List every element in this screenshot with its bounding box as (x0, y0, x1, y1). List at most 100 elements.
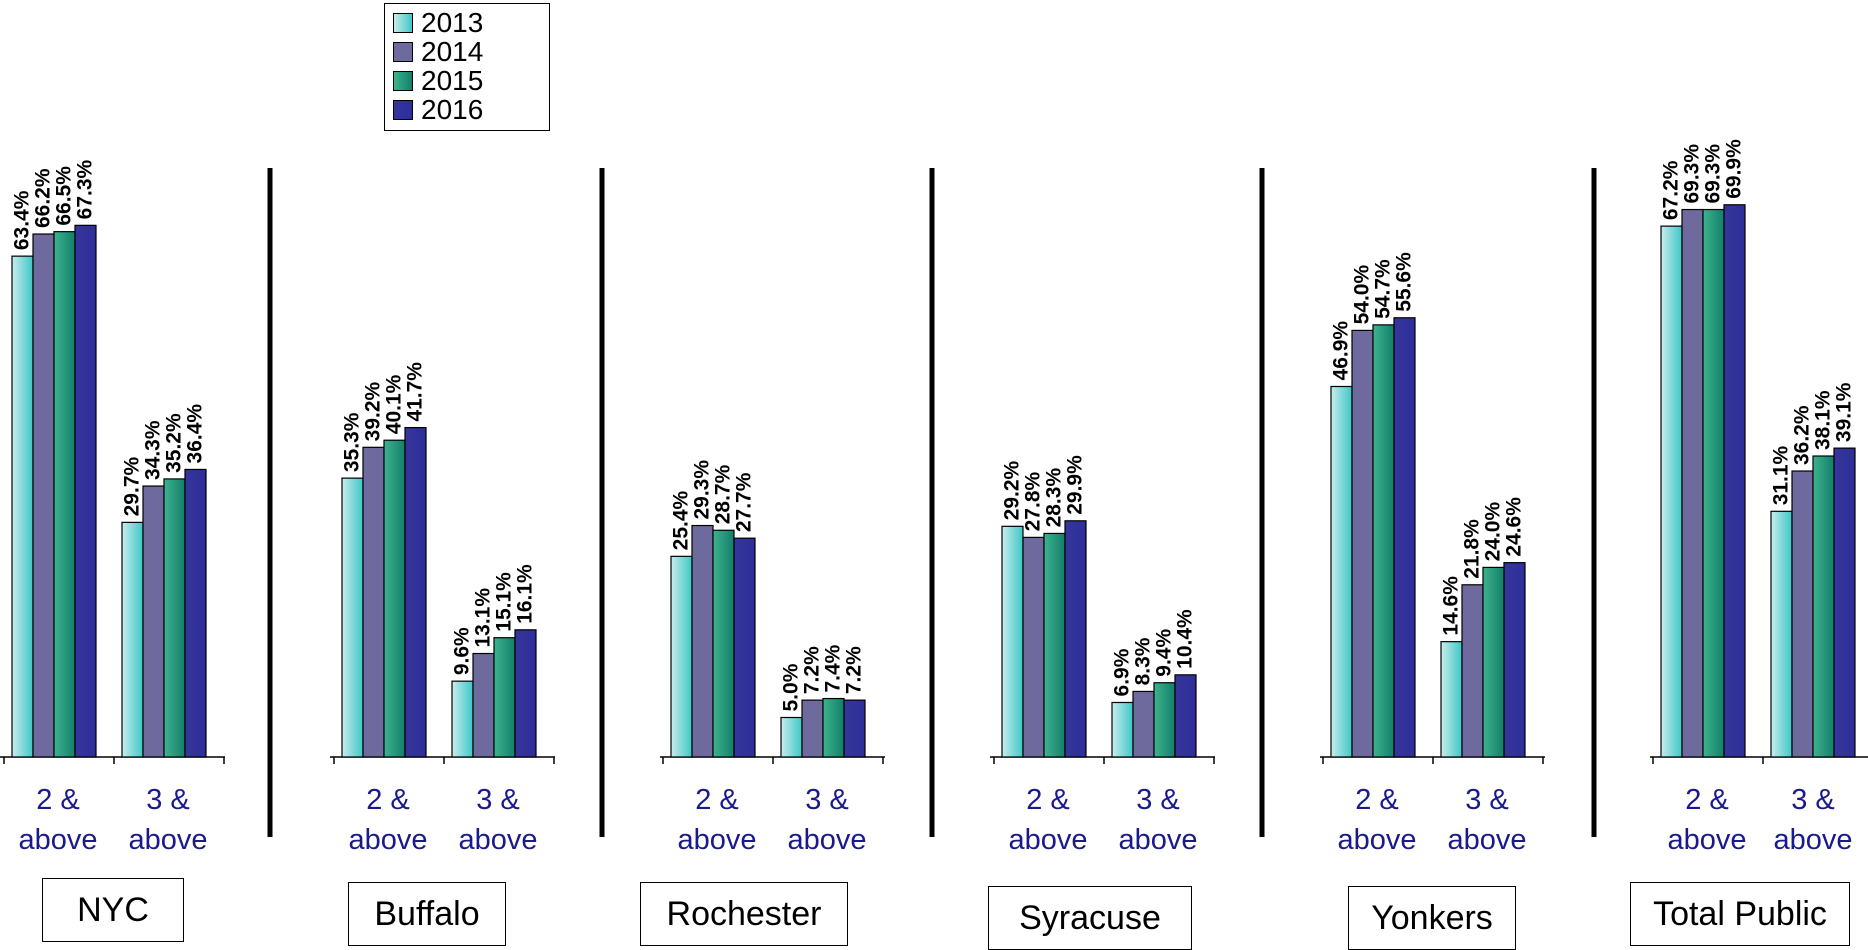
value-label: 35.2% (163, 413, 186, 473)
bar-2015 (493, 637, 516, 758)
value-label: 66.5% (53, 166, 76, 226)
bar-2016 (184, 468, 207, 758)
value-label: 69.3% (1702, 144, 1725, 204)
bar-2015 (1482, 566, 1505, 758)
category-label: 2 & above (1667, 784, 1747, 856)
value-label: 38.1% (1812, 390, 1835, 450)
bar-2016 (1174, 674, 1197, 758)
legend-swatch-2015 (393, 71, 413, 91)
bar-2013 (1440, 641, 1463, 758)
value-label: 7.2% (801, 646, 824, 694)
bar-2015 (1153, 682, 1176, 758)
bar-2016 (1503, 562, 1526, 758)
bar-2016 (1393, 317, 1416, 758)
bar-2014 (1132, 690, 1155, 758)
group-label-rochester: Rochester (640, 882, 848, 946)
bar-2014 (1461, 584, 1484, 758)
value-label: 55.6% (1393, 252, 1416, 312)
value-label: 54.7% (1372, 259, 1395, 319)
legend-label-2013: 2013 (421, 7, 484, 38)
value-label: 9.6% (451, 627, 474, 675)
value-label: 54.0% (1351, 265, 1374, 325)
bar-2014 (1022, 536, 1045, 758)
value-label: 29.2% (1001, 460, 1024, 520)
bar-2016 (1833, 447, 1856, 758)
bar-2015 (1702, 208, 1725, 758)
value-label: 15.1% (493, 572, 516, 632)
bar-2014 (142, 485, 165, 758)
category-label: 3 & above (458, 784, 538, 856)
value-label: 66.2% (32, 168, 55, 228)
legend: 2013 2014 2015 2016 (384, 3, 550, 131)
value-label: 27.8% (1022, 472, 1045, 532)
value-label: 7.4% (822, 644, 845, 692)
category-label: 2 & above (18, 784, 98, 856)
bar-2016 (404, 426, 427, 758)
category-label: 2 & above (348, 784, 428, 856)
category-label: 2 & above (1008, 784, 1088, 856)
bar-2014 (32, 233, 55, 758)
value-label: 24.6% (1503, 497, 1526, 557)
bar-2016 (843, 699, 866, 758)
bar-2013 (1330, 385, 1353, 758)
bar-2016 (74, 224, 97, 758)
bar-2013 (121, 521, 144, 758)
value-label: 46.9% (1330, 321, 1353, 381)
value-label: 31.1% (1770, 445, 1793, 505)
legend-label-2014: 2014 (421, 36, 484, 67)
bar-2013 (451, 680, 474, 758)
bar-2014 (801, 699, 824, 758)
bar-2013 (1660, 225, 1683, 758)
bar-2015 (822, 697, 845, 758)
value-label: 34.3% (142, 420, 165, 480)
group-label-syracuse: Syracuse (988, 886, 1192, 950)
legend-label-2015: 2015 (421, 65, 484, 96)
value-label: 7.2% (843, 646, 866, 694)
group-label-nyc: NYC (42, 878, 184, 942)
value-label: 14.6% (1440, 576, 1463, 636)
bar-2014 (1351, 329, 1374, 758)
legend-swatch-2013 (393, 13, 413, 33)
category-label: 3 & above (1447, 784, 1527, 856)
value-label: 29.9% (1064, 455, 1087, 515)
value-label: 21.8% (1461, 519, 1484, 579)
group-label-yonkers: Yonkers (1348, 886, 1516, 950)
value-label: 39.1% (1833, 382, 1856, 442)
value-label: 6.9% (1111, 648, 1134, 696)
bar-2015 (383, 439, 406, 758)
value-label: 29.7% (121, 456, 144, 516)
bar-2013 (1001, 525, 1024, 758)
value-label: 29.3% (691, 460, 714, 520)
category-label: 3 & above (1773, 784, 1853, 856)
bar-2014 (1791, 470, 1814, 758)
value-label: 40.1% (383, 374, 406, 434)
category-label: 3 & above (128, 784, 208, 856)
value-label: 5.0% (780, 663, 803, 711)
bar-2014 (472, 652, 495, 758)
value-label: 36.4% (184, 404, 207, 464)
value-label: 69.9% (1723, 139, 1746, 199)
legend-swatch-2016 (393, 100, 413, 120)
value-label: 39.2% (362, 381, 385, 441)
value-label: 67.2% (1660, 160, 1683, 220)
bar-2015 (163, 478, 186, 758)
bar-2013 (1111, 701, 1134, 758)
value-label: 8.3% (1132, 637, 1155, 685)
bar-2013 (341, 477, 364, 758)
category-label: 2 & above (1337, 784, 1417, 856)
bar-2015 (712, 529, 735, 758)
bar-2015 (1812, 455, 1835, 758)
category-label: 3 & above (787, 784, 867, 856)
bar-2016 (1064, 520, 1087, 758)
bar-2014 (362, 446, 385, 758)
value-label: 35.3% (341, 412, 364, 472)
value-label: 13.1% (472, 588, 495, 648)
value-label: 28.3% (1043, 468, 1066, 528)
group-label-total-public: Total Public (1630, 882, 1850, 946)
value-label: 9.4% (1153, 629, 1176, 677)
category-label: 3 & above (1118, 784, 1198, 856)
value-label: 25.4% (670, 490, 693, 550)
legend-label-2016: 2016 (421, 94, 484, 125)
value-label: 16.1% (514, 564, 537, 624)
